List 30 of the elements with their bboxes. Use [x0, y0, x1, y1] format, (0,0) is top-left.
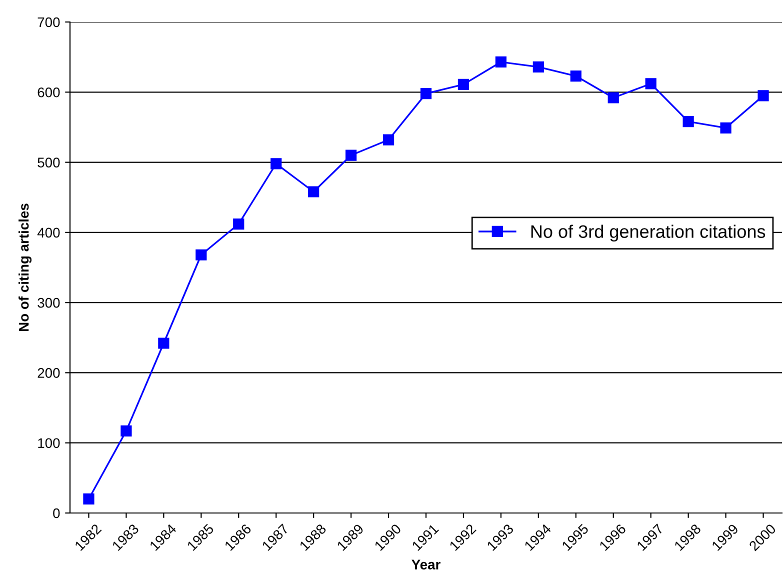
y-tick-label: 600 — [38, 87, 60, 98]
point — [495, 56, 507, 68]
point — [645, 78, 656, 90]
point — [270, 158, 282, 170]
point — [196, 249, 207, 260]
y-tick-label: 200 — [38, 368, 60, 378]
point — [83, 493, 94, 505]
point — [758, 90, 769, 102]
y-tick-label: 700 — [38, 17, 60, 28]
y-tick-label: 500 — [38, 158, 60, 168]
y-tick-label: 300 — [38, 298, 60, 308]
point — [720, 122, 732, 134]
y-tick-label: 100 — [38, 438, 60, 448]
point — [570, 70, 582, 82]
y-tick-label: 0 — [53, 508, 60, 518]
point — [532, 61, 544, 72]
point — [158, 338, 170, 349]
point — [420, 88, 432, 100]
point — [345, 150, 357, 161]
point — [382, 134, 394, 146]
legend-label: No of 3rd generation citations — [531, 224, 766, 242]
point — [233, 218, 244, 230]
point — [682, 116, 694, 128]
point — [458, 78, 470, 90]
y-axis-title: No of citing articles — [18, 204, 32, 332]
point — [308, 186, 320, 198]
point — [120, 425, 132, 436]
x-axis-title: Year — [412, 560, 440, 570]
point — [608, 92, 619, 104]
y-tick-label: 400 — [37, 228, 60, 238]
